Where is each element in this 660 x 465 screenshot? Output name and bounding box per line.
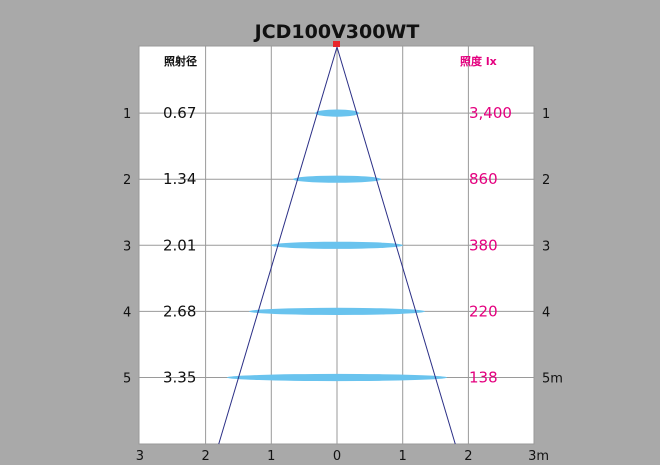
x-tick-label: 0 [333,449,341,464]
left-distance-label: 3 [123,239,131,254]
right-distance-label: 1 [542,107,550,122]
x-tick-label: 1 [399,449,407,464]
lux-header: 照度 lx [460,54,497,68]
x-tick-label: 3 [136,449,144,464]
beam-ellipse [226,373,448,382]
diameter-header: 照射径 [164,54,197,68]
illuminance-label: 220 [469,302,498,320]
beam-ellipse [270,241,404,249]
x-tick-label: 3m [528,449,549,464]
beam-cone [218,46,456,445]
right-distance-label: 3 [542,239,550,254]
illuminance-label: 3,400 [469,104,512,122]
illuminance-label: 860 [469,170,498,188]
beam-ellipse [248,307,426,315]
beam-diameter-label: 2.68 [163,302,196,320]
x-tick-label: 2 [201,449,209,464]
left-distance-label: 1 [123,107,131,122]
beam-ellipses [226,109,448,382]
beam-diameter-label: 2.01 [163,236,196,254]
right-distance-label: 2 [542,173,550,188]
cone-right-edge [336,46,456,445]
beam-ellipse [292,175,382,183]
x-axis-tick-labels: 3 2 1 0 1 2 3m [136,449,549,464]
illuminance-label: 138 [469,369,498,387]
row-labels: 1 0.67 3,400 1 2 1.34 860 2 3 2.01 380 3 4 2.68 220 4 5 3… [123,104,563,386]
left-distance-label: 2 [123,173,131,188]
left-distance-label: 5 [123,372,131,387]
beam-diameter-label: 0.67 [163,104,196,122]
beam-diameter-label: 3.35 [163,369,196,387]
right-distance-label: 5m [542,372,563,387]
diagram-title: JCD100V300WT [253,21,420,43]
cone-left-edge [218,46,338,445]
left-distance-label: 4 [123,305,131,320]
beam-ellipse [314,109,360,117]
light-source-marker [333,41,340,47]
beam-diameter-label: 1.34 [163,170,196,188]
x-tick-label: 1 [267,449,275,464]
x-tick-label: 2 [464,449,472,464]
illuminance-label: 380 [469,236,498,254]
right-distance-label: 4 [542,305,550,320]
